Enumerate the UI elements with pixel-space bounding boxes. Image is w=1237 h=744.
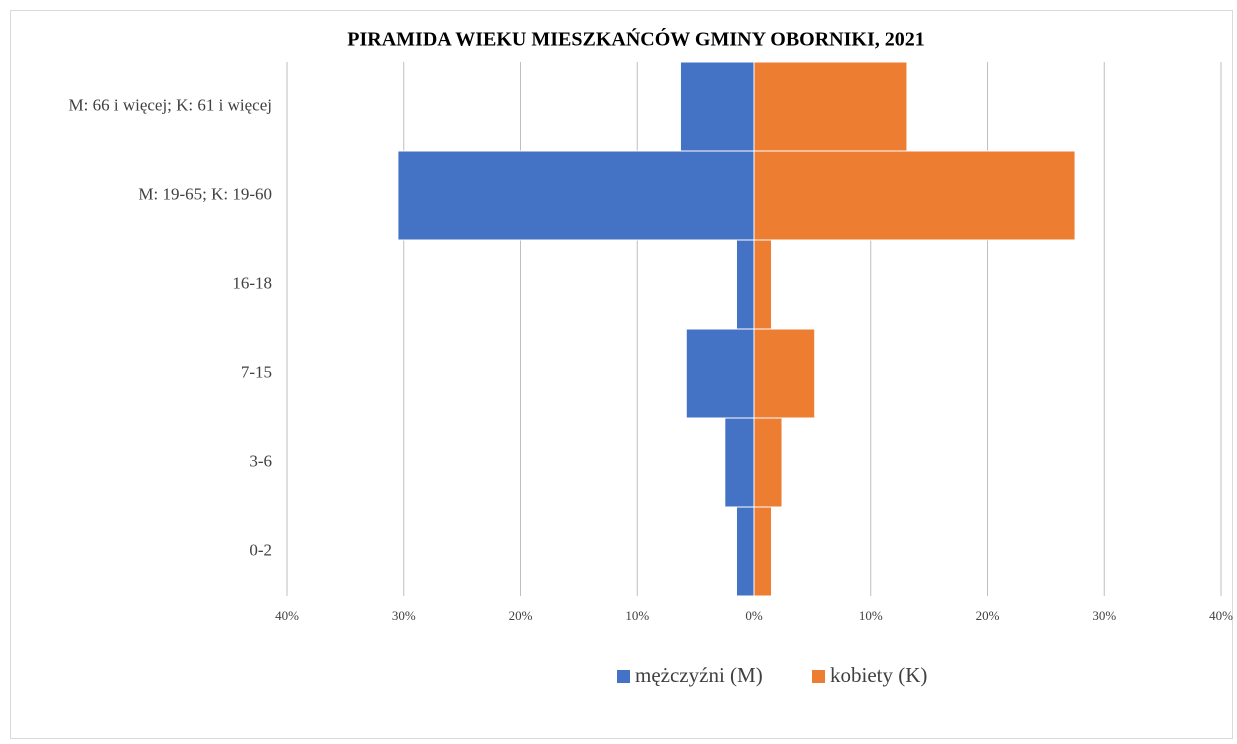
y-tick-label: 16-18 — [232, 273, 272, 292]
x-tick-label: 10% — [625, 608, 649, 623]
bar — [753, 150, 1076, 241]
x-tick-label: 10% — [859, 608, 883, 623]
bar — [753, 239, 773, 330]
y-tick-label: 7-15 — [241, 362, 272, 381]
legend-swatch — [617, 670, 630, 683]
bar — [753, 328, 816, 419]
y-tick-label: M: 66 i więcej; K: 61 i więcej — [69, 95, 272, 114]
bar — [753, 506, 773, 597]
bar — [735, 239, 755, 330]
x-tick-label: 30% — [1092, 608, 1116, 623]
legend-label: mężczyźni (M) — [635, 663, 763, 687]
y-tick-label: 3-6 — [249, 451, 272, 470]
x-tick-label: 20% — [976, 608, 1000, 623]
legend-label: kobiety (K) — [830, 663, 927, 687]
y-tick-label: M: 19-65; K: 19-60 — [138, 184, 272, 203]
x-tick-label: 40% — [1209, 608, 1233, 623]
bar — [397, 150, 755, 241]
bar — [735, 506, 755, 597]
legend-swatch — [812, 670, 825, 683]
x-tick-label: 20% — [509, 608, 533, 623]
bar — [753, 417, 783, 508]
bar — [685, 328, 755, 419]
x-tick-label: 30% — [392, 608, 416, 623]
y-tick-label: 0-2 — [249, 540, 272, 559]
bar — [724, 417, 755, 508]
chart-frame — [10, 10, 1233, 739]
x-tick-label: 40% — [275, 608, 299, 623]
bar — [753, 61, 908, 152]
x-tick-label: 0% — [745, 608, 763, 623]
bar — [679, 61, 755, 152]
chart-title: PIRAMIDA WIEKU MIESZKAŃCÓW GMINY OBORNIK… — [347, 27, 924, 51]
